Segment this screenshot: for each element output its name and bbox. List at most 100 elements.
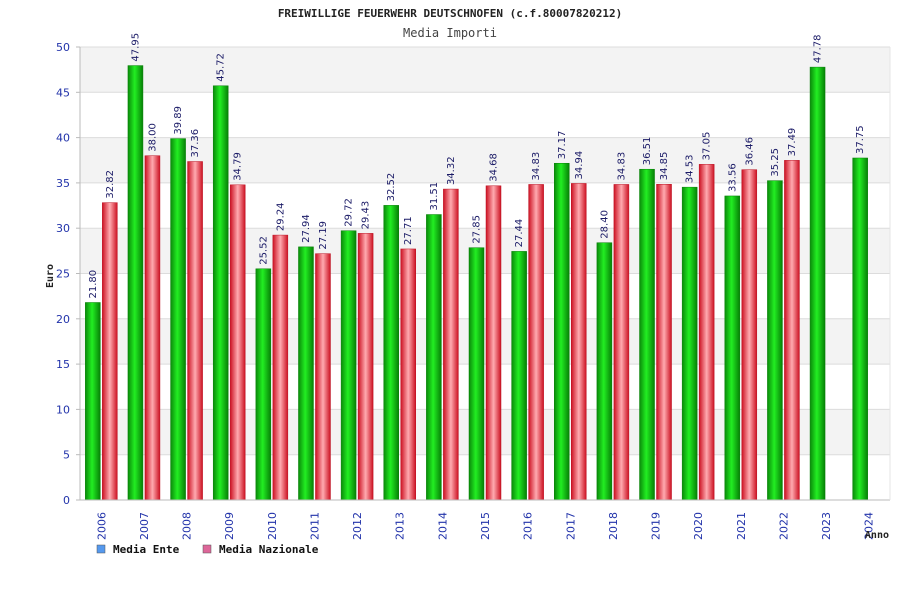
bar-media-nazionale-2013 [400, 248, 416, 501]
bar-media-ente-2006 [85, 302, 101, 501]
bar-media-nazionale-2017 [571, 183, 587, 501]
value-label-media-ente-2010: 25.52 [258, 236, 269, 265]
chart-title: FREIWILLIGE FEUERWEHR DEUTSCHNOFEN (c.f.… [278, 7, 622, 20]
value-label-media-nazionale-2016: 34.83 [531, 152, 542, 181]
bar-media-nazionale-2007 [144, 155, 161, 501]
y-tick-label: 20 [56, 313, 70, 326]
x-tick-label-2019: 2019 [650, 512, 663, 540]
value-label-media-ente-2020: 34.53 [685, 155, 696, 184]
x-tick-label-2021: 2021 [735, 512, 748, 540]
x-tick-label-2009: 2009 [223, 512, 236, 540]
bar-media-ente-2015 [468, 247, 485, 501]
value-label-media-nazionale-2008: 37.36 [190, 129, 201, 158]
bars [85, 65, 868, 501]
value-label-media-nazionale-2006: 32.82 [105, 170, 116, 199]
plot-band [80, 47, 890, 93]
value-label-media-ente-2006: 21.80 [88, 270, 99, 299]
bar-media-nazionale-2019 [656, 184, 672, 501]
x-tick-label-2008: 2008 [181, 512, 194, 540]
bar-media-ente-2021 [724, 195, 741, 501]
x-tick-label-2014: 2014 [436, 512, 449, 540]
legend-swatch-media-nazionale [202, 544, 212, 554]
y-tick-label: 35 [56, 177, 70, 190]
bar-media-ente-2017 [554, 162, 570, 501]
value-label-media-ente-2024: 37.75 [855, 125, 866, 154]
bar-media-ente-2016 [511, 251, 527, 501]
bar-media-ente-2013 [383, 205, 399, 501]
x-tick-label-2016: 2016 [522, 512, 535, 540]
bar-media-ente-2024 [852, 157, 868, 501]
value-label-media-ente-2018: 28.40 [599, 210, 610, 239]
bar-media-nazionale-2021 [741, 169, 758, 501]
value-label-media-nazionale-2009: 34.79 [233, 152, 244, 181]
legend-label-media-ente: Media Ente [113, 543, 180, 556]
bar-media-nazionale-2006 [102, 202, 118, 501]
bar-media-nazionale-2015 [485, 185, 502, 501]
bar-media-ente-2018 [596, 242, 613, 501]
bar-media-ente-2009 [212, 85, 229, 501]
y-tick-label: 40 [56, 132, 70, 145]
bar-media-nazionale-2010 [272, 234, 289, 501]
value-label-media-ente-2012: 29.72 [344, 198, 355, 227]
value-label-media-nazionale-2018: 34.83 [616, 152, 627, 181]
value-label-media-nazionale-2022: 37.49 [787, 128, 798, 157]
value-label-media-nazionale-2013: 27.71 [403, 216, 414, 245]
bar-media-nazionale-2018 [613, 184, 630, 501]
x-tick-label-2024: 2024 [863, 512, 876, 540]
x-axis-label: Anno [865, 530, 889, 541]
value-label-media-nazionale-2014: 34.32 [446, 156, 457, 185]
value-label-media-ente-2014: 31.51 [429, 182, 440, 211]
value-label-media-nazionale-2011: 27.19 [318, 221, 329, 250]
bar-media-ente-2007 [127, 65, 144, 501]
y-tick-label: 45 [56, 86, 70, 99]
x-tick-label-2017: 2017 [564, 512, 577, 540]
value-label-media-ente-2007: 47.95 [130, 33, 141, 62]
bar-media-ente-2012 [340, 230, 357, 501]
y-tick-label: 30 [56, 222, 70, 235]
bar-media-nazionale-2020 [698, 164, 715, 501]
x-tick-label-2012: 2012 [351, 512, 364, 540]
bar-media-nazionale-2008 [187, 161, 203, 501]
value-label-media-ente-2023: 47.78 [813, 34, 824, 63]
y-tick-label: 5 [63, 449, 70, 462]
x-tick-label-2022: 2022 [777, 512, 790, 540]
x-tick-label-2006: 2006 [95, 512, 108, 540]
bar-media-nazionale-2012 [357, 233, 374, 501]
value-label-media-ente-2011: 27.94 [301, 214, 312, 243]
chart-subtitle: Media Importi [403, 26, 497, 40]
x-tick-label-2010: 2010 [266, 512, 279, 540]
bar-media-ente-2008 [170, 138, 186, 501]
bar-media-ente-2022 [767, 180, 783, 501]
y-tick-label: 15 [56, 358, 70, 371]
legend: Media Ente Media Nazionale [96, 543, 319, 556]
bar-media-nazionale-2016 [528, 184, 544, 501]
value-label-media-ente-2015: 27.85 [472, 215, 483, 244]
value-labels: 21.80 32.82 47.95 38.00 39.89 37.36 45.72 34.79… [88, 33, 866, 299]
x-tick-label-2023: 2023 [820, 512, 833, 540]
bar-media-ente-2020 [681, 186, 698, 501]
bar-media-nazionale-2009 [229, 184, 246, 501]
y-tick-labels: 0 5 10 15 20 25 30 35 40 45 50 [56, 41, 80, 507]
x-tick-label-2013: 2013 [394, 512, 407, 540]
bar-media-nazionale-2011 [315, 253, 331, 501]
value-label-media-nazionale-2017: 34.94 [574, 151, 585, 180]
x-tick-label-2018: 2018 [607, 512, 620, 540]
y-tick-label: 0 [63, 494, 70, 507]
value-label-media-nazionale-2015: 34.68 [489, 153, 500, 182]
value-label-media-ente-2017: 37.17 [557, 131, 568, 160]
x-tick-label-2011: 2011 [308, 512, 321, 540]
value-label-media-nazionale-2012: 29.43 [361, 201, 372, 230]
value-label-media-nazionale-2020: 37.05 [702, 132, 713, 161]
bar-media-ente-2010 [255, 268, 272, 501]
y-tick-label: 25 [56, 268, 70, 281]
value-label-media-ente-2016: 27.44 [514, 219, 525, 248]
value-label-media-ente-2013: 32.52 [386, 173, 397, 202]
value-label-media-nazionale-2021: 36.46 [744, 137, 755, 166]
y-axis-label: Euro [45, 264, 56, 288]
bar-media-nazionale-2022 [784, 160, 800, 501]
bar-media-ente-2023 [809, 66, 826, 501]
x-tick-label-2007: 2007 [138, 512, 151, 540]
value-label-media-ente-2021: 33.56 [727, 163, 738, 192]
bar-media-ente-2014 [426, 214, 442, 501]
